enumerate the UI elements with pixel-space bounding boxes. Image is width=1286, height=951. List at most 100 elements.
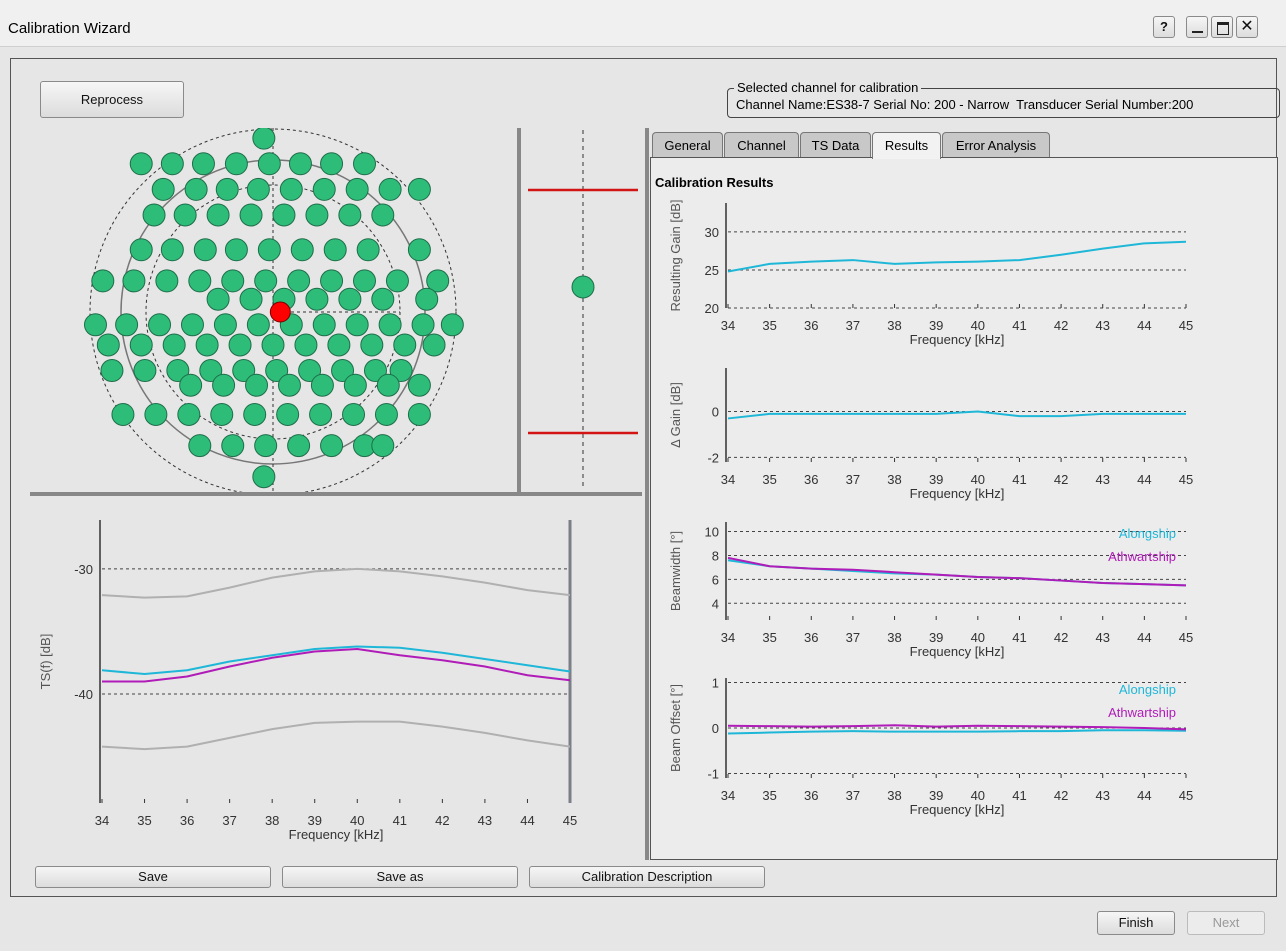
point	[246, 313, 270, 337]
point	[305, 287, 329, 311]
next-button[interactable]: Next	[1187, 911, 1265, 935]
finish-button[interactable]: Finish	[1097, 911, 1175, 935]
point	[272, 203, 296, 227]
x-axis-label: Frequency [kHz]	[910, 332, 1005, 347]
y-tick-label: -1	[707, 766, 719, 781]
side-point	[571, 275, 595, 299]
x-tick-label: 43	[478, 813, 492, 828]
point	[287, 269, 311, 293]
point	[129, 333, 153, 357]
help-button[interactable]: ?	[1153, 16, 1175, 38]
x-tick-label: 37	[846, 630, 860, 645]
y-axis-label: Δ Gain [dB]	[668, 382, 683, 448]
point	[144, 402, 168, 426]
series-line	[101, 720, 571, 751]
save-as-button[interactable]: Save as	[282, 866, 518, 888]
point	[353, 152, 376, 176]
x-tick-label: 35	[762, 630, 776, 645]
point	[210, 402, 234, 426]
point	[228, 333, 252, 357]
point	[252, 128, 276, 150]
point	[320, 434, 344, 458]
point	[305, 203, 329, 227]
tab[interactable]: Channel	[724, 132, 799, 157]
point	[252, 465, 276, 489]
x-tick-label: 41	[1012, 472, 1026, 487]
point	[115, 313, 139, 337]
y-tick-label: 30	[705, 225, 719, 240]
tab[interactable]: General	[652, 132, 723, 157]
highlight-point	[269, 301, 291, 323]
calibration-description-button[interactable]: Calibration Description	[529, 866, 765, 888]
maximize-button[interactable]	[1211, 16, 1233, 38]
point	[188, 434, 212, 458]
point	[415, 287, 439, 311]
y-tick-label: 0	[712, 405, 719, 420]
x-tick-label: 44	[1137, 788, 1151, 803]
tab[interactable]: TS Data	[800, 132, 871, 157]
x-axis-label: Frequency [kHz]	[289, 827, 384, 842]
x-tick-label: 40	[971, 318, 985, 333]
x-tick-label: 45	[1179, 630, 1193, 645]
x-tick-label: 34	[721, 472, 735, 487]
point	[320, 152, 344, 176]
x-tick-label: 45	[1179, 318, 1193, 333]
point	[195, 333, 219, 357]
x-tick-label: 41	[1012, 630, 1026, 645]
point	[133, 359, 157, 383]
x-tick-label: 43	[1095, 630, 1109, 645]
point	[371, 434, 395, 458]
point	[277, 373, 301, 397]
point	[345, 313, 369, 337]
x-tick-label: 41	[393, 813, 407, 828]
point	[221, 434, 245, 458]
point	[151, 177, 175, 201]
results-title: Calibration Results	[655, 175, 774, 190]
series-line	[727, 410, 1186, 420]
series-line	[102, 647, 571, 683]
y-tick-label: 10	[705, 525, 719, 540]
tab[interactable]: Error Analysis	[942, 132, 1050, 157]
x-tick-label: 43	[1095, 318, 1109, 333]
reprocess-button[interactable]: Reprocess	[40, 81, 184, 118]
point	[191, 152, 215, 176]
point	[342, 402, 366, 426]
x-tick-label: 43	[1095, 472, 1109, 487]
point	[254, 434, 278, 458]
x-tick-label: 37	[846, 472, 860, 487]
point	[320, 269, 344, 293]
y-tick-label: 20	[705, 301, 719, 316]
y-tick-label: 6	[712, 572, 719, 587]
y-tick-label: -40	[74, 687, 93, 702]
point	[407, 238, 431, 262]
polar-points	[83, 128, 464, 489]
x-tick-label: 37	[846, 788, 860, 803]
point	[245, 373, 269, 397]
point	[290, 238, 314, 262]
point	[193, 238, 217, 262]
series-line	[101, 645, 571, 676]
save-button[interactable]: Save	[35, 866, 271, 888]
point	[96, 333, 120, 357]
close-button[interactable]: ✕	[1236, 16, 1258, 38]
title-bar: Calibration Wizard ? ✕	[0, 0, 1286, 47]
point	[393, 333, 417, 357]
point	[327, 333, 351, 357]
point	[221, 269, 245, 293]
point	[338, 203, 362, 227]
x-tick-label: 41	[1012, 788, 1026, 803]
x-tick-label: 38	[887, 788, 901, 803]
x-tick-label: 39	[929, 472, 943, 487]
point	[173, 203, 197, 227]
minimize-button[interactable]	[1186, 16, 1208, 38]
legend-label: Athwartship	[1108, 705, 1176, 720]
point	[385, 269, 409, 293]
point	[160, 238, 184, 262]
point	[310, 373, 334, 397]
point	[100, 359, 124, 383]
point	[206, 287, 230, 311]
tab-active[interactable]: Results	[872, 132, 941, 159]
point	[298, 359, 322, 383]
